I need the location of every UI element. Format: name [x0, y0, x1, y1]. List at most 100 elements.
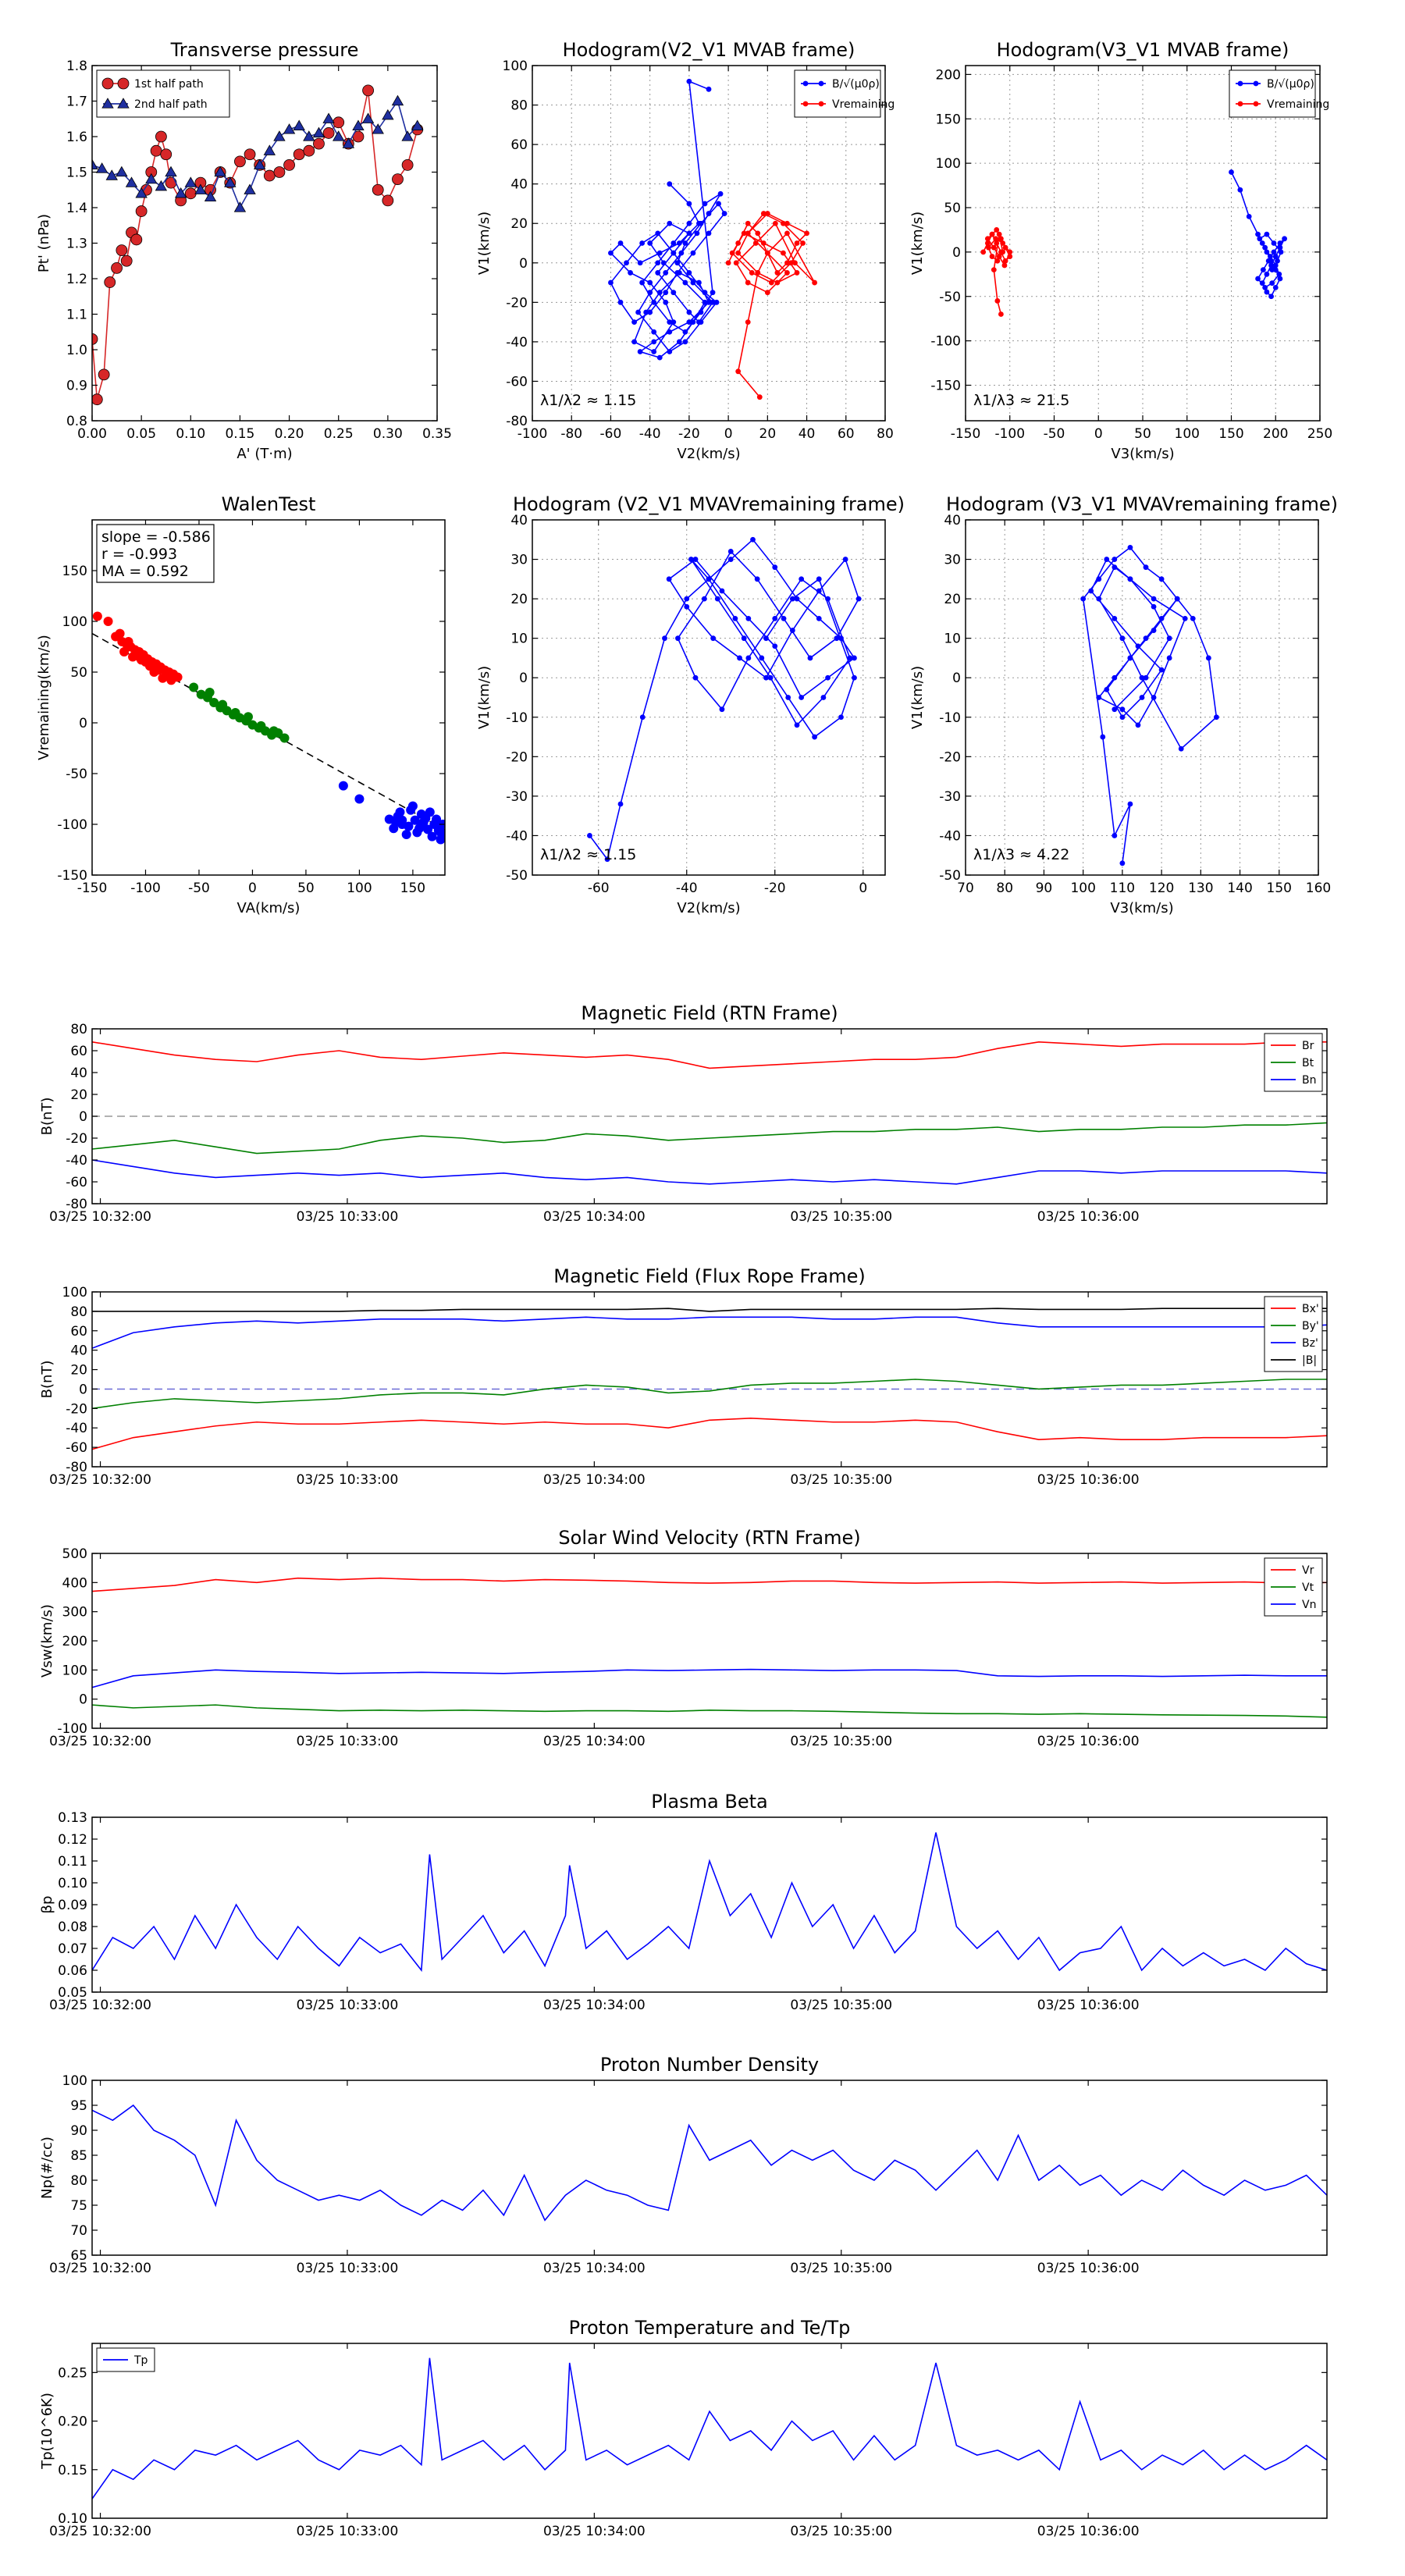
hodogram-v2-mvav-series-0-point [763, 635, 769, 642]
hodogram-v3-mvab-series-0-point [1271, 240, 1277, 246]
y-tick-label: -40 [66, 1153, 87, 1169]
hodogram-v2-mvav-series-0-point [842, 557, 848, 562]
x-tick-label: 200 [1263, 426, 1288, 442]
hodogram-v3-mvav-series-0-point [1104, 557, 1110, 562]
walen-test-x-label: VA(km/s) [237, 900, 301, 916]
y-tick-label: 0.12 [58, 1832, 87, 1848]
hodogram-v3-mvab-title: Hodogram(V3_V1 MVAB frame) [997, 39, 1289, 61]
hodogram-v2-mvab-series-1-line [727, 212, 816, 398]
hodogram-v2-mvav-series-0-point [727, 557, 734, 562]
x-tick-label: 0.20 [275, 426, 304, 442]
hodogram-v2-mvab-series-0-point [670, 240, 677, 246]
hodogram-v2-mvab-series-0-point [647, 240, 653, 246]
hodogram-v2-mvab-chart: -100 -80 -60 -40 -20 0 20 40 60 80-80-60-40-20020… [476, 39, 895, 462]
solar-wind-velocity-plot-area [92, 1577, 1327, 1718]
y-tick-label: -40 [66, 1421, 87, 1436]
transverse-pressure-series-1-point [165, 165, 177, 177]
hodogram-v2-mvav-series-0-point [772, 564, 778, 571]
hodogram-v2-mvav-series-0-point [799, 695, 805, 700]
hodogram-v3-mvab-plot-area [980, 169, 1287, 317]
hodogram-v2-mvav-x-label: V2(km/s) [677, 900, 740, 916]
walen-test-series-0-point [103, 617, 113, 626]
y-tick-label: -100 [57, 817, 87, 833]
x-tick-label: 50 [1134, 426, 1151, 442]
x-tick-label: 250 [1307, 426, 1332, 442]
proton-temperature-series-0-line [92, 2357, 1327, 2500]
y-tick-label: 85 [70, 2148, 87, 2164]
hodogram-v2-mvab-series-1-point [774, 279, 781, 286]
legend-marker [117, 77, 130, 90]
legend-label: Vr [1302, 1564, 1314, 1577]
x-tick-label: 80 [996, 881, 1013, 896]
hodogram-v2-mvav-series-0-point [750, 536, 756, 543]
y-tick-label: 500 [62, 1546, 87, 1562]
transverse-pressure-series-1-point [145, 173, 158, 184]
transverse-pressure-plot-area [92, 84, 424, 406]
hodogram-v3-mvav-series-0-point [1119, 706, 1126, 713]
hodogram-v2-mvab-series-0-point [713, 299, 720, 305]
hodogram-v2-mvav-series-0-point [816, 615, 822, 621]
transverse-pressure-title: Transverse pressure [170, 39, 359, 61]
hodogram-v2-mvab-series-0-point [608, 250, 614, 256]
x-tick-label: 0 [724, 426, 733, 442]
x-tick-label: 03/25 10:32:00 [49, 2261, 151, 2276]
hodogram-v2-mvab-series-1-point [755, 270, 761, 276]
hodogram-v3-mvav-series-0-point [1100, 734, 1106, 740]
hodogram-v2-mvav-series-0-point [706, 576, 712, 582]
hodogram-v3-mvav-series-0-point [1104, 686, 1110, 692]
hodogram-v2-mvav-series-0-point [745, 615, 752, 621]
y-tick-label: 1.1 [66, 308, 87, 323]
y-tick-label: 80 [70, 1022, 87, 1037]
hodogram-v2-mvab-legend [794, 69, 881, 118]
y-tick-label: 60 [70, 1044, 87, 1059]
walen-test-series-0-point [166, 675, 176, 685]
solar-wind-velocity-title: Solar Wind Velocity (RTN Frame) [558, 1527, 860, 1549]
hodogram-v2-mvab-series-0-point [686, 230, 692, 237]
hodogram-v2-mvab-series-1-point [784, 270, 790, 276]
magnetic-field-flux-rope-series-0-line [92, 1417, 1327, 1450]
y-tick-label: 60 [70, 1324, 87, 1340]
x-tick-label: 03/25 10:36:00 [1037, 2261, 1140, 2276]
hodogram-v2-mvav-series-0-point [838, 714, 844, 720]
hodogram-v3-mvab-series-0-point [1262, 244, 1268, 251]
hodogram-v2-mvab-series-0-point [678, 250, 685, 256]
hodogram-v2-mvav-series-0-point [852, 674, 857, 681]
hodogram-v2-mvab-series-1-point [784, 230, 790, 237]
solar-wind-velocity-series-2-line [92, 1668, 1327, 1688]
y-tick-label: 0.10 [58, 1876, 87, 1891]
solar-wind-velocity-series-1-line [92, 1704, 1327, 1718]
hodogram-v3-mvav-series-0-point [1151, 628, 1157, 633]
hodogram-v2-mvav-series-0-point [617, 801, 624, 807]
hodogram-v2-mvav-y-label: V1(km/s) [476, 666, 493, 729]
hodogram-v2-mvav-series-0-point [719, 706, 725, 713]
walen-test-series-1-point [230, 708, 240, 717]
legend-label: Vt [1302, 1582, 1314, 1594]
hodogram-v3-mvab-series-0-point [1268, 294, 1274, 300]
y-tick-label: 1.4 [66, 201, 87, 216]
transverse-pressure-series-1-point [263, 144, 276, 155]
hodogram-v2-mvab-series-1-point [745, 220, 751, 226]
hodogram-v2-mvav-series-0-point [807, 655, 813, 661]
hodogram-v3-mvab-series-1-point [1000, 249, 1006, 255]
hodogram-v2-mvav-title: Hodogram (V2_V1 MVAVremaining frame) [513, 493, 905, 515]
x-tick-label: 60 [838, 426, 855, 442]
hodogram-v3-mvav-series-0-point [1080, 596, 1087, 602]
transverse-pressure-series-1-point [391, 94, 404, 106]
legend-label: 2nd half path [134, 98, 208, 111]
hodogram-v2-mvab-series-0-point [694, 230, 700, 237]
y-tick-label: 100 [936, 156, 961, 172]
y-tick-label: 1.5 [66, 165, 87, 181]
hodogram-v3-mvab-series-0-point [1264, 249, 1270, 255]
hodogram-v2-mvab-series-1-point [784, 220, 790, 226]
hodogram-v2-mvab-series-0-point [651, 299, 657, 305]
hodogram-v2-mvav-series-0-point [772, 643, 778, 649]
proton-number-density-axes-frame [91, 2080, 1328, 2256]
y-tick-label: 150 [62, 564, 87, 579]
x-tick-label: 03/25 10:33:00 [297, 2524, 399, 2539]
transverse-pressure-series-1-point [204, 190, 217, 202]
hodogram-v3-mvav-series-0-point [1088, 588, 1094, 594]
legend-label: B/√(μ0ρ) [832, 78, 880, 91]
magnetic-field-flux-rope-series-2-line [92, 1316, 1327, 1349]
y-tick-label: -50 [939, 868, 961, 884]
transverse-pressure-series-0-line [92, 90, 418, 400]
